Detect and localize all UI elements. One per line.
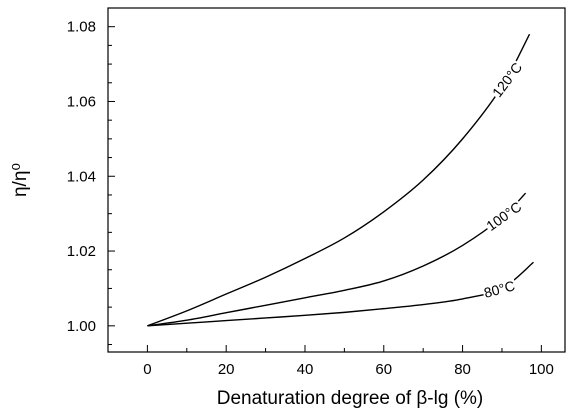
axis-ticks: 0 20 40 60 80 100 1.00 1.02 1.04 1.06 1.08 [67, 7, 554, 378]
plot-frame [107, 7, 566, 353]
y-tick-label: 1.02 [67, 243, 96, 260]
y-tick-label: 1.06 [67, 93, 96, 110]
x-axis-title: Denaturation degree of β-lg (%) [217, 388, 484, 409]
x-tick-label: 40 [297, 361, 314, 378]
series-line-2 [147, 261, 534, 327]
x-tick-label: 60 [375, 361, 392, 378]
y-axis-title: η/η⁰ [10, 163, 31, 197]
series-label-0: 120°C [489, 59, 525, 100]
series-line-1 [147, 192, 527, 327]
series-label-2: 80°C [482, 277, 516, 301]
series-label-background [488, 58, 526, 102]
y-tick-label: 1.08 [67, 19, 96, 36]
series-label-background [481, 277, 518, 302]
series-label-background [482, 197, 526, 235]
series-group [147, 33, 534, 327]
series-label-1: 100°C [483, 198, 524, 234]
y-tick-label: 1.00 [67, 318, 96, 335]
x-tick-label: 100 [529, 361, 554, 378]
y-tick-label: 1.04 [67, 168, 96, 185]
curve-labels: 120°C 100°C 80°C [481, 58, 526, 302]
x-tick-label: 80 [454, 361, 471, 378]
series-line-0 [147, 33, 531, 327]
x-tick-label: 20 [218, 361, 235, 378]
x-tick-label: 0 [143, 361, 151, 378]
